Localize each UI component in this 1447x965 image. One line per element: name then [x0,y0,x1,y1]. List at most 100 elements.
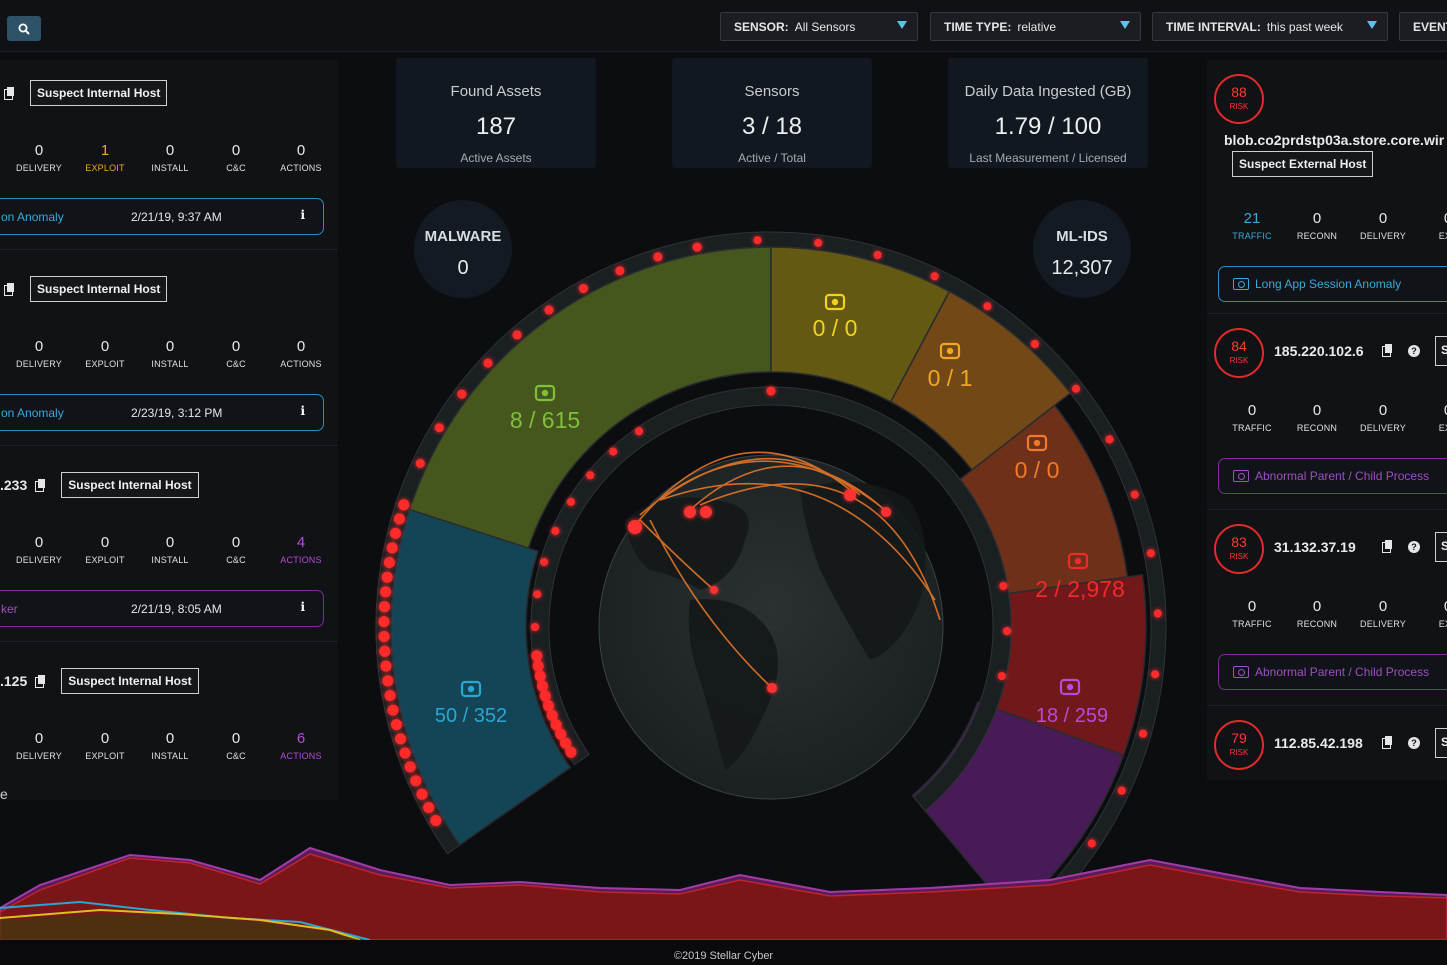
stat-exploit[interactable]: 0 EXPLOIT [70,534,140,565]
stat-exp[interactable]: 0 EXP [1413,598,1447,629]
gauge-segment-recon[interactable] [408,246,772,550]
chevron-down-icon [897,21,907,29]
alert-row[interactable]: on Anomaly 2/23/19, 3:12 PM i [0,394,324,431]
alert-row[interactable]: on Anomaly 2/21/19, 9:37 AM i [0,198,324,235]
stat-install[interactable]: 0 INSTALL [135,142,205,173]
sensors-card[interactable]: Sensors 3 / 18 Active / Total [672,58,872,168]
host-ip[interactable]: .233 [0,477,28,493]
gauge-value-recon: 8 / 615 [510,407,580,433]
risk-host-card[interactable]: 88 RISK blob.co2prdstp03a.store.core.wir Su… [1207,60,1447,314]
stat-cc[interactable]: 0 C&C [201,142,271,173]
stat-exp[interactable]: 0 EXP [1413,402,1447,433]
stat-delivery[interactable]: 0 DELIVERY [4,730,74,761]
daily-data-ingested-card[interactable]: Daily Data Ingested (GB) 1.79 / 100 Last… [948,58,1148,168]
copy-icon[interactable] [1382,344,1393,357]
stat-install[interactable]: 0 INSTALL [135,338,205,369]
ml-ids-badge[interactable]: ML-IDS 12,307 [1033,200,1131,298]
stat-exploit[interactable]: 0 EXPLOIT [70,338,140,369]
host-ip[interactable]: 112.85.42.198 [1274,735,1363,751]
stat-reconn[interactable]: 0 RECONN [1282,598,1352,629]
host-card[interactable]: .125 Suspect Internal Host 0 DELIVERY 0 EXPLO… [0,644,338,800]
stat-delivery[interactable]: 0 DELIVERY [1348,210,1418,241]
kpi-value: 3 / 18 [741,113,803,140]
stat-actions[interactable]: 6 ACTIONS [266,730,336,761]
alert-dot [546,709,558,721]
host-card[interactable]: .233 Suspect Internal Host 0 DELIVERY 0 EXPLO… [0,448,338,642]
stat-delivery[interactable]: 0 DELIVERY [4,338,74,369]
stat-label: C&C [226,163,246,173]
host-ip[interactable]: 185.220.102.6 [1274,343,1364,359]
copy-icon[interactable] [35,479,46,492]
host-ip[interactable]: 31.132.37.19 [1274,539,1356,555]
alert-dot [391,719,402,731]
info-icon[interactable]: i [300,600,305,614]
host-classification-tag: S [1435,336,1447,366]
copy-icon[interactable] [1382,540,1393,553]
gauge-segment-traffic[interactable] [390,508,572,847]
copy-icon[interactable] [4,87,15,100]
alert-dot [457,389,467,399]
time-type-filter[interactable]: TIME TYPE: relative [930,12,1141,41]
host-card[interactable]: Suspect Internal Host 0 DELIVERY 1 EXPLOIT 0 I… [0,60,338,250]
stat-delivery[interactable]: 0 DELIVERY [4,142,74,173]
stat-delivery[interactable]: 0 DELIVERY [4,534,74,565]
risk-host-card[interactable]: 84 RISK 185.220.102.6? S 0 TRAFFIC 0 RECONN 0 DEL… [1207,314,1447,510]
copy-icon[interactable] [1382,736,1393,749]
stat-delivery[interactable]: 0 DELIVERY [1348,598,1418,629]
stat-install[interactable]: 0 INSTALL [135,534,205,565]
copy-icon[interactable] [35,675,46,688]
host-classification-tag: Suspect Internal Host [30,276,168,302]
stat-value: 0 [1312,598,1322,615]
alert-dot [540,557,549,566]
found-assets-card[interactable]: Found Assets 187 Active Assets [396,58,596,168]
info-icon[interactable]: i [300,404,305,418]
host-card[interactable]: Suspect Internal Host 0 DELIVERY 0 EXPLOIT 0 I… [0,252,338,446]
stat-delivery[interactable]: 0 DELIVERY [1348,402,1418,433]
host-ip[interactable]: .125 [0,673,28,689]
risk-score: 83 [1231,534,1247,550]
copy-icon[interactable] [4,283,15,296]
stat-install[interactable]: 0 INSTALL [135,730,205,761]
stat-traffic[interactable]: 0 TRAFFIC [1217,598,1287,629]
malware-badge[interactable]: MALWARE 0 [414,200,512,298]
alert-dot [415,458,425,468]
stat-value: 0 [231,142,241,159]
gauge-value-exploit: 0 / 1 [928,365,973,391]
stat-cc[interactable]: 0 C&C [201,338,271,369]
time-interval-label: TIME INTERVAL: [1166,19,1261,34]
stat-traffic[interactable]: 21 TRAFFIC [1217,210,1287,241]
alert-row[interactable]: Abnormal Parent / Child Process [1218,458,1447,494]
stat-reconn[interactable]: 0 RECONN [1282,402,1352,433]
alert-name: on Anomaly [1,210,64,224]
stat-value: 0 [231,534,241,551]
stat-actions[interactable]: 0 ACTIONS [266,338,336,369]
stat-exploit[interactable]: 0 EXPLOIT [70,730,140,761]
risk-host-card[interactable]: 83 RISK 31.132.37.19? Su 0 TRAFFIC 0 RECONN 0 DEL… [1207,510,1447,706]
sensor-filter[interactable]: SENSOR: All Sensors [720,12,918,41]
stat-exp[interactable]: 0 EXP [1413,210,1447,241]
stat-traffic[interactable]: 0 TRAFFIC [1217,402,1287,433]
host-name[interactable]: blob.co2prdstp03a.store.core.wir [1224,132,1445,148]
alert-row[interactable]: ker 2/21/19, 8:05 AM i [0,590,324,627]
risk-host-card[interactable]: 79 RISK 112.85.42.198? S [1207,706,1447,780]
help-icon[interactable]: ? [1408,737,1420,749]
stat-actions[interactable]: 0 ACTIONS [266,142,336,173]
alert-row[interactable]: Abnormal Parent / Child Process [1218,654,1447,690]
stat-exploit[interactable]: 1 EXPLOIT [70,142,140,173]
alert-dot [753,236,762,245]
event-filter[interactable]: EVENT [1399,12,1447,41]
stat-actions[interactable]: 4 ACTIONS [266,534,336,565]
info-icon[interactable]: i [300,208,305,222]
alert-dot [586,471,595,480]
stat-label: EXPLOIT [85,555,125,565]
stat-value: 0 [231,338,241,355]
search-button[interactable] [7,16,41,41]
stat-reconn[interactable]: 0 RECONN [1282,210,1352,241]
help-icon[interactable]: ? [1408,345,1420,357]
help-icon[interactable]: ? [1408,541,1420,553]
stat-cc[interactable]: 0 C&C [201,730,271,761]
alert-dot [615,266,625,276]
time-interval-filter[interactable]: TIME INTERVAL: this past week [1152,12,1388,41]
alert-row[interactable]: Long App Session Anomaly [1218,266,1447,302]
stat-cc[interactable]: 0 C&C [201,534,271,565]
